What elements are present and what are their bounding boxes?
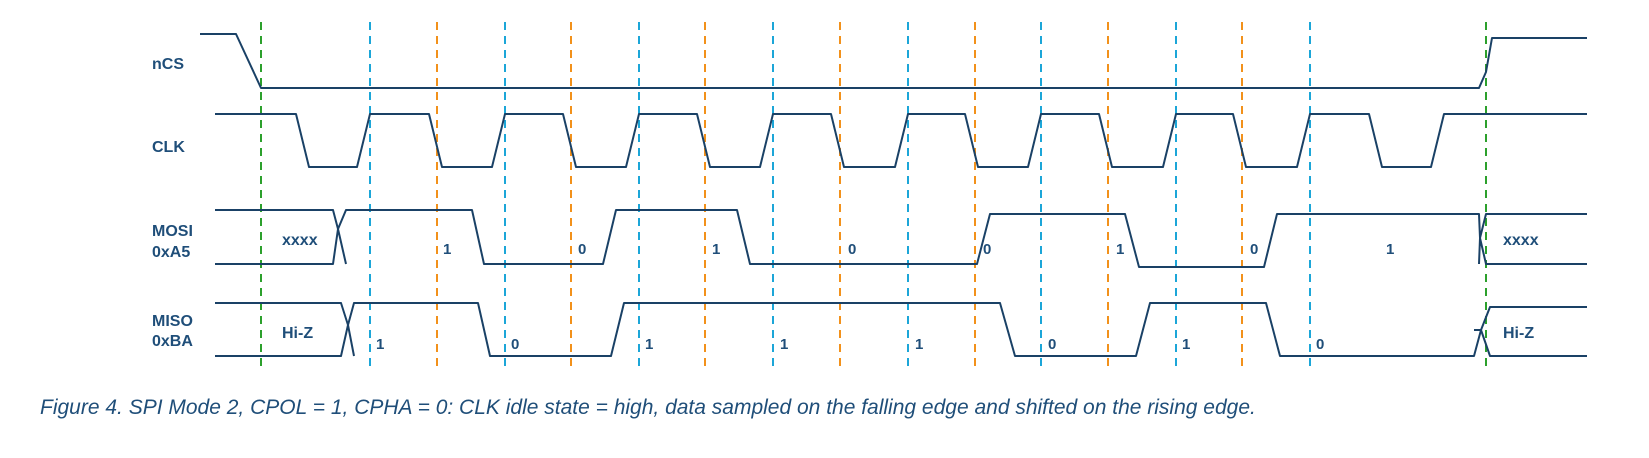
mosi-bit-2: 0 (578, 241, 586, 258)
edge-guides (260, 22, 1487, 370)
miso-bit-8: 0 (1316, 336, 1324, 353)
mosi-label: MOSI (152, 223, 193, 240)
mosi-bit-7: 0 (1250, 241, 1258, 258)
mosi-bit-4: 0 (848, 241, 856, 258)
clk-waveform (215, 113, 1587, 168)
miso-idle-start-label: Hi-Z (282, 325, 313, 342)
mosi-bit-6: 1 (1116, 241, 1124, 258)
mosi-bit-3: 1 (712, 241, 720, 258)
miso-bit-7: 1 (1182, 336, 1190, 353)
miso-bit-2: 0 (511, 336, 519, 353)
clk-label: CLK (152, 139, 185, 156)
mosi-bit-1: 1 (443, 241, 451, 258)
miso-bit-6: 0 (1048, 336, 1056, 353)
miso-value-label: 0xBA (152, 333, 193, 350)
miso-bit-1: 1 (376, 336, 384, 353)
mosi-idle-start-label: xxxx (282, 232, 318, 249)
miso-label: MISO (152, 313, 193, 330)
figure-caption: Figure 4. SPI Mode 2, CPOL = 1, CPHA = 0… (40, 396, 1256, 419)
mosi-idle-end-label: xxxx (1503, 232, 1539, 249)
miso-bit-4: 1 (780, 336, 788, 353)
miso-idle-end-label: Hi-Z (1503, 325, 1534, 342)
miso-bit-5: 1 (915, 336, 923, 353)
miso-bit-3: 1 (645, 336, 653, 353)
mosi-waveform (215, 209, 1587, 268)
ncs-waveform (200, 33, 1587, 89)
miso-bit-labels: 1 0 1 1 1 0 1 0 (376, 336, 1324, 353)
ncs-label: nCS (152, 56, 184, 73)
mosi-bit-labels: 1 0 1 0 0 1 0 1 (443, 241, 1394, 258)
mosi-bit-8: 1 (1386, 241, 1394, 258)
mosi-value-label: 0xA5 (152, 244, 190, 261)
miso-waveform (215, 302, 1587, 357)
mosi-bit-5: 0 (983, 241, 991, 258)
